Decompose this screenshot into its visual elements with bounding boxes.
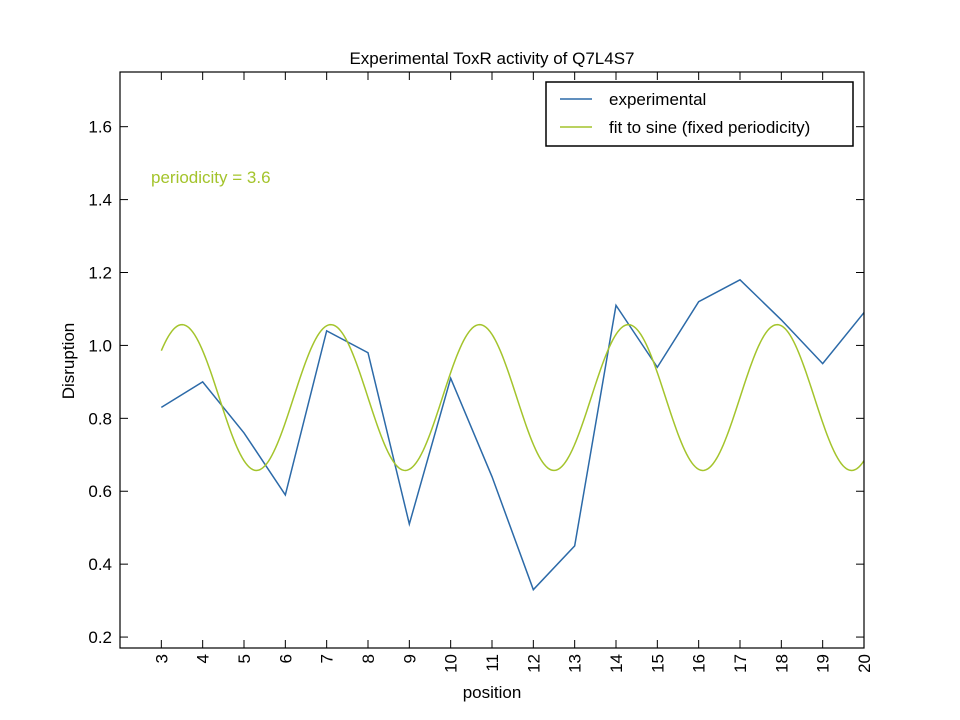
x-tick-label: 6 [276, 654, 295, 663]
y-axis-label: Disruption [59, 323, 78, 400]
y-tick-label: 0.8 [88, 409, 112, 428]
y-tick-label: 0.6 [88, 482, 112, 501]
series-line-experimental [160, 278, 864, 592]
x-tick-label: 7 [318, 654, 337, 663]
x-tick-label: 10 [442, 654, 461, 673]
x-tick-label: 8 [359, 654, 378, 663]
legend-label: experimental [609, 90, 706, 109]
x-tick-label: 4 [194, 654, 213, 663]
axis-ticks: 3 4 5 6 7 8 9 10 11 12 13 14 15 16 17 18 19 20 0.2 0.4 0.6 0.… [88, 72, 874, 673]
annotations: periodicity = 3.6 [151, 168, 271, 187]
x-tick-label: 11 [483, 654, 502, 672]
x-tick-label: 16 [690, 654, 709, 673]
chart-title: Experimental ToxR activity of Q7L4S7 [349, 49, 634, 68]
plot-area [160, 278, 864, 592]
x-axis-label: position [463, 683, 522, 702]
legend: experimental fit to sine (fixed periodici… [545, 81, 854, 147]
series-line-sine-fit [160, 323, 864, 472]
y-tick-label: 1.2 [88, 264, 112, 283]
x-tick-label: 20 [855, 654, 874, 673]
y-tick-label: 1.0 [88, 336, 112, 355]
x-tick-label: 14 [607, 654, 626, 673]
legend-label: fit to sine (fixed periodicity) [609, 118, 810, 137]
y-tick-label: 1.6 [88, 118, 112, 137]
y-tick-label: 0.4 [88, 555, 112, 574]
x-tick-label: 5 [235, 654, 254, 663]
x-tick-label: 12 [524, 654, 543, 673]
x-tick-label: 3 [152, 654, 171, 663]
x-tick-label: 18 [772, 654, 791, 673]
x-tick-label: 9 [400, 654, 419, 663]
x-tick-label: 13 [566, 654, 585, 673]
x-tick-label: 15 [648, 654, 667, 673]
legend-box [545, 81, 854, 147]
y-tick-label: 1.4 [88, 191, 112, 210]
x-tick-label: 17 [731, 654, 750, 673]
periodicity-annotation: periodicity = 3.6 [151, 168, 271, 187]
y-tick-label: 0.2 [88, 628, 112, 647]
x-tick-label: 19 [814, 654, 833, 673]
